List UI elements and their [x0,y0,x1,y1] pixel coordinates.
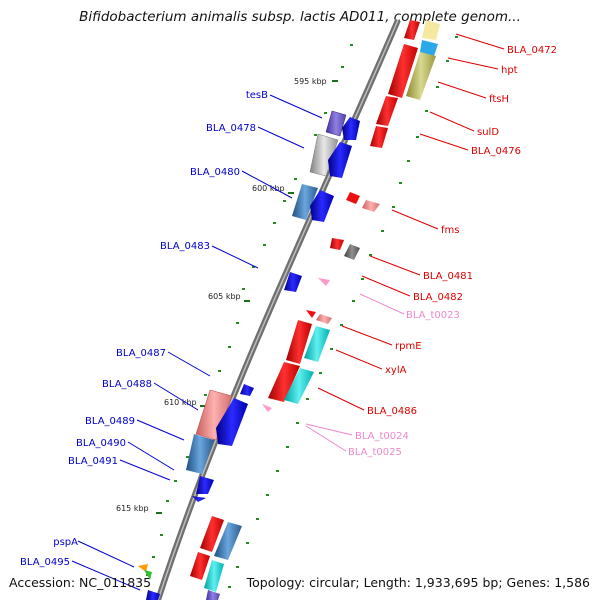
label-BLA_0495[interactable]: BLA_0495 [20,557,70,568]
gene-BLA_0486[interactable] [284,368,314,404]
gene-BLA_0476[interactable] [370,126,388,148]
gene-lower-purple[interactable] [206,590,220,600]
label-fms[interactable]: fms [441,225,459,236]
gene-fms-pink[interactable] [362,200,380,212]
label-BLA_t0024[interactable]: BLA_t0024 [355,431,409,442]
label-BLA_0491[interactable]: BLA_0491 [68,456,118,467]
left-leaders [71,94,323,591]
tick-label-600: 600 kbp [252,184,285,193]
label-BLA_0486[interactable]: BLA_0486 [367,406,417,417]
label-BLA_t0023[interactable]: BLA_t0023 [406,310,460,321]
gene-lower-steel[interactable] [214,522,242,560]
tick-label-615: 615 kbp [116,504,149,513]
accession-text: Accession: NC_011835 [9,575,152,590]
gene-blue-1[interactable] [342,117,360,140]
label-BLA_0472[interactable]: BLA_0472 [507,45,557,56]
genome-backbone [155,18,401,600]
inner-tick-dots [228,36,458,588]
gene-BLA_t0024[interactable] [262,404,272,412]
gene-fms[interactable] [346,192,360,204]
gene-BLA_0490[interactable] [196,476,214,494]
label-BLA_0488[interactable]: BLA_0488 [102,379,152,390]
genome-summary-text: Topology: circular; Length: 1,933,695 bp… [246,575,590,590]
label-BLA_0489[interactable]: BLA_0489 [85,416,135,427]
gene-top-red[interactable] [404,20,420,40]
tick-label-605: 605 kbp [208,292,241,301]
gene-rpmE-small[interactable] [306,310,316,318]
tick-label-610: 610 kbp [164,398,197,407]
label-xylA[interactable]: xylA [385,365,407,376]
gene-BLA_0487[interactable] [240,384,254,396]
gene-lower-cyan[interactable] [204,560,224,592]
gene-blue-2[interactable] [328,142,352,178]
label-BLA_t0025[interactable]: BLA_t0025 [348,447,402,458]
right-leaders [317,33,505,411]
gene-BLA_0483[interactable] [284,272,302,292]
gene-lower-red[interactable] [200,516,224,552]
gene-BLA_0489[interactable] [186,434,214,474]
right-rna-leaders [305,293,405,452]
label-BLA_0482[interactable]: BLA_0482 [413,292,463,303]
tick-label-595: 595 kbp [294,77,327,86]
gene-BLA_0480[interactable] [292,184,318,220]
gene-tesB[interactable] [325,110,347,137]
label-tesB[interactable]: tesB [246,90,268,101]
gene-BLA_0488[interactable] [195,389,233,441]
gene-ftsH[interactable] [406,52,436,100]
label-sulD[interactable]: sulD [477,127,499,138]
gene-small-green[interactable] [144,570,152,580]
gene-BLA_t0023[interactable] [318,278,330,286]
gene-BLA_0495[interactable] [146,590,160,600]
gene-top-yellow[interactable] [422,20,440,40]
gene-BLA_0486-red[interactable] [268,362,300,402]
gene-rpmE[interactable] [316,314,332,324]
gene-BLA_0482[interactable] [344,244,360,260]
gene-BLA_0478[interactable] [309,133,339,177]
gene-BLA_0481[interactable] [330,238,344,250]
right-features [190,20,440,600]
left-features [138,110,360,600]
gene-sulD[interactable] [376,96,398,126]
label-BLA_0480[interactable]: BLA_0480 [190,167,240,178]
label-BLA_0481[interactable]: BLA_0481 [423,271,473,282]
gene-BLA_0472[interactable] [388,44,418,98]
label-BLA_0483[interactable]: BLA_0483 [160,241,210,252]
gene-xylA[interactable] [304,326,330,362]
label-BLA_0478[interactable]: BLA_0478 [206,123,256,134]
gene-blue-3[interactable] [310,190,334,222]
label-BLA_0490[interactable]: BLA_0490 [76,438,126,449]
gene-top-cyan[interactable] [420,40,438,56]
gene-blue-4[interactable] [216,398,248,446]
label-rpmE[interactable]: rpmE [395,341,422,352]
gene-pspA[interactable] [138,564,148,572]
label-BLA_0476[interactable]: BLA_0476 [471,146,521,157]
gene-xylA-red[interactable] [286,320,312,364]
gene-lower-red-2[interactable] [190,552,210,580]
label-ftsH[interactable]: ftsH [489,94,509,105]
genome-backbone-highlight [157,19,399,600]
gene-BLA_0491[interactable] [192,496,206,502]
label-hpt[interactable]: hpt [501,65,518,76]
kbp-ticks [156,80,338,514]
label-BLA_0487[interactable]: BLA_0487 [116,348,166,359]
label-pspA[interactable]: pspA [53,537,78,548]
